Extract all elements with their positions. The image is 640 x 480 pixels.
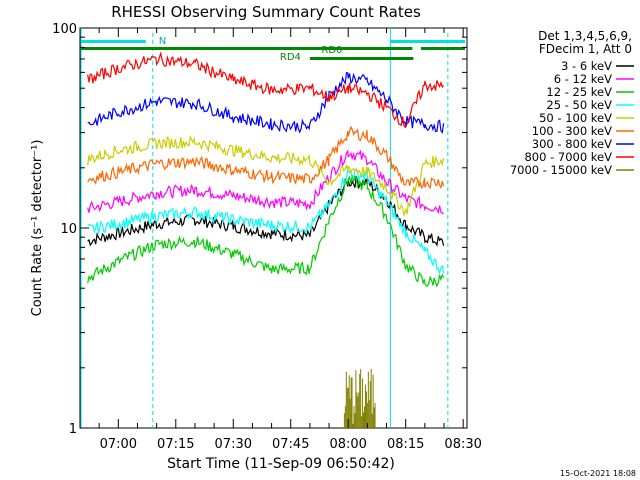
legend-entry-label: 7000 - 15000 keV [510, 163, 612, 177]
series-line-1 [87, 149, 444, 215]
series-line-5 [87, 125, 445, 190]
axes-layer: 1 10 100 07:00 07:15 07:30 07:45 08:00 08:15 08:3… [52, 22, 482, 452]
y-tick-label: 100 [52, 22, 77, 37]
legend-entry-label: 6 - 12 keV [554, 72, 612, 86]
legend-entry-label: 25 - 50 keV [546, 98, 612, 112]
series-layer [87, 51, 445, 428]
legend-entry-label: 50 - 100 keV [539, 111, 612, 125]
legend-entry-label: 3 - 6 keV [561, 59, 612, 73]
legend-header-line-1: Det 1,3,4,5,6,9, [538, 29, 632, 43]
x-tick-label: 08:15 [387, 437, 424, 452]
x-tick-label: 07:15 [157, 437, 194, 452]
legend-entry-label: 800 - 7000 keV [524, 150, 612, 164]
night-marker-label: N [159, 36, 166, 47]
series-line-4 [87, 134, 445, 216]
night-bar-right [390, 40, 465, 43]
rd4-bar [81, 47, 413, 50]
y-axis-label: Count Rate (s⁻¹ detector⁻¹) [30, 140, 45, 317]
series-8 [343, 368, 376, 428]
rd4-label: RD4 [280, 52, 301, 63]
x-axis-label: Start Time (11-Sep-09 06:50:42) [167, 456, 395, 472]
x-tick-label: 07:45 [272, 437, 309, 452]
x-tick-label: 07:30 [215, 437, 252, 452]
night-bar-left [81, 40, 146, 43]
legend: Det 1,3,4,5,6,9, FDecim 1, Att 0 3 - 6 k… [510, 29, 634, 177]
series-line-7 [87, 51, 445, 129]
legend-entry-label: 300 - 800 keV [532, 137, 612, 151]
legend-entry-label: 12 - 25 keV [546, 85, 612, 99]
y-tick-label: 10 [60, 222, 77, 237]
series-line-6 [87, 72, 445, 135]
legend-header-line-2: FDecim 1, Att 0 [539, 42, 632, 56]
series-line-3 [87, 167, 445, 276]
y-tick-label: 1 [69, 422, 77, 437]
orbit-markers: N RD4 RD0 [80, 28, 465, 428]
rd-bar-right [421, 47, 465, 50]
legend-entry-label: 100 - 300 keV [532, 124, 612, 138]
generated-timestamp: 15-Oct-2021 18:08 [560, 469, 636, 478]
series-line-2 [87, 175, 445, 288]
x-tick-label: 08:30 [444, 437, 481, 452]
chart-title: RHESSI Observing Summary Count Rates [111, 3, 421, 21]
rd0-bar [309, 57, 414, 60]
rd0-label: RD0 [321, 45, 342, 56]
x-tick-label: 07:00 [100, 437, 137, 452]
x-tick-label: 08:00 [329, 437, 366, 452]
